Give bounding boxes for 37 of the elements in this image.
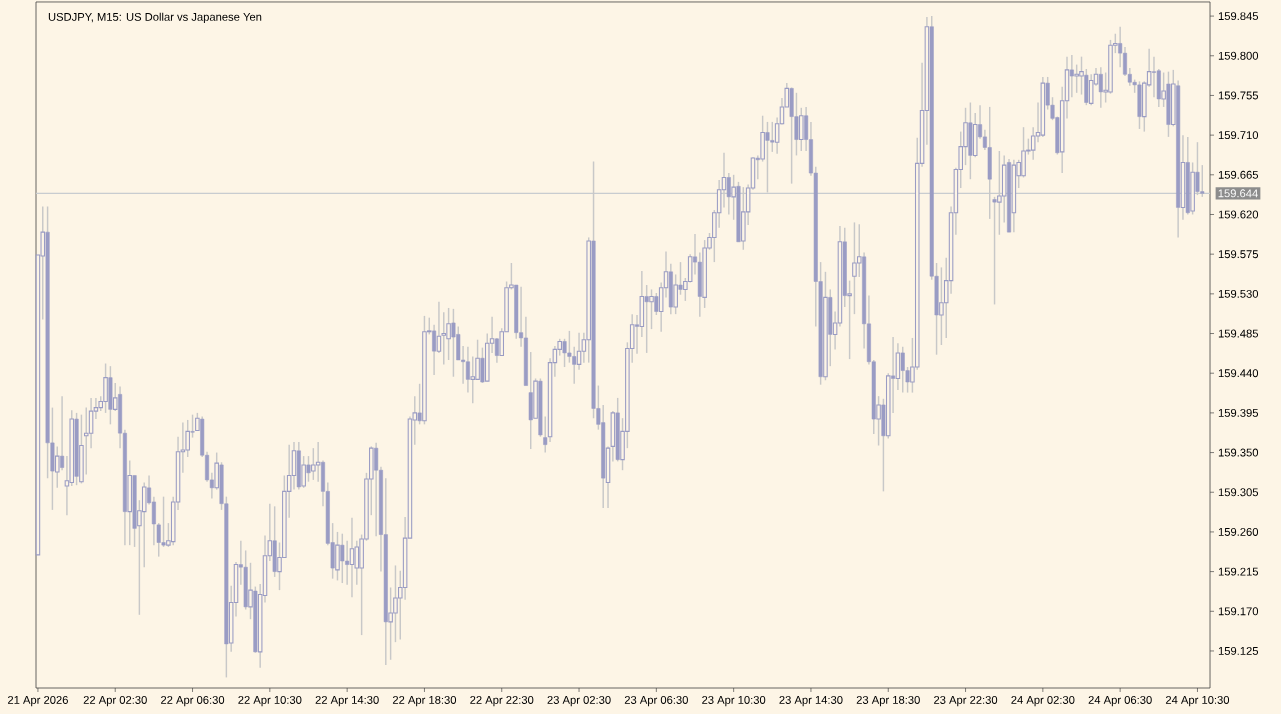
x-tick-label: 22 Apr 22:30 — [470, 695, 534, 707]
x-tick-label: 23 Apr 14:30 — [779, 695, 843, 707]
y-tick-label: 159.575 — [1218, 250, 1259, 259]
y-tick-label: 159.620 — [1218, 210, 1259, 219]
candlestick — [470, 355, 476, 404]
y-tick-label: 159.530 — [1218, 289, 1259, 298]
x-tick-label: 24 Apr 02:30 — [1011, 695, 1075, 707]
y-tick-label: 159.125 — [1218, 647, 1259, 655]
x-tick-label: 22 Apr 02:30 — [83, 695, 147, 707]
y-tick-label: 159.395 — [1218, 408, 1259, 417]
x-tick-label: 22 Apr 06:30 — [161, 695, 225, 707]
y-tick-label: 159.485 — [1218, 329, 1259, 338]
ref-line-label: 159.644 — [1218, 189, 1258, 198]
x-tick-label: 22 Apr 10:30 — [238, 695, 302, 707]
y-tick-label: 159.350 — [1218, 448, 1259, 457]
x-tick-label: 23 Apr 02:30 — [547, 695, 611, 707]
y-tick-label: 159.170 — [1218, 607, 1259, 616]
y-tick-label: 159.215 — [1218, 567, 1259, 576]
x-tick-label: 23 Apr 22:30 — [934, 695, 998, 707]
x-tick-label: 23 Apr 18:30 — [856, 695, 920, 707]
y-tick-label: 159.845 — [1218, 12, 1259, 21]
y-tick-label: 159.440 — [1218, 369, 1259, 378]
y-tick-label: 159.260 — [1218, 527, 1259, 536]
x-tick-label: 23 Apr 10:30 — [702, 695, 766, 707]
y-tick-label: 159.665 — [1218, 170, 1259, 179]
x-tick-label: 22 Apr 14:30 — [315, 695, 379, 707]
x-tick-label: 24 Apr 06:30 — [1088, 695, 1152, 707]
y-tick-label: 159.305 — [1218, 488, 1259, 497]
x-tick-label: 23 Apr 06:30 — [624, 695, 688, 707]
candlestick — [88, 397, 94, 449]
text: USDJPY, M15: US Dollar vs Japanese Yen — [48, 12, 262, 24]
y-tick-label: 159.710 — [1218, 131, 1259, 140]
x-tick-label: 21 Apr 2026 — [7, 695, 68, 707]
x-tick-label: 24 Apr 10:30 — [1165, 695, 1230, 707]
y-tick-label: 159.800 — [1218, 51, 1259, 60]
x-tick-label: 22 Apr 18:30 — [392, 695, 457, 707]
y-tick-label: 159.755 — [1218, 91, 1259, 100]
